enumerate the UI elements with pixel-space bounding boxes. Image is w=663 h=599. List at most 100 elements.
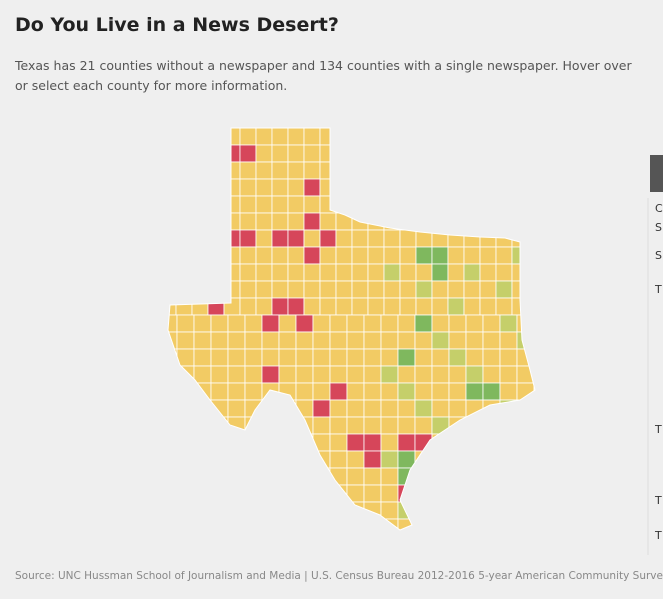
county[interactable] (287, 280, 305, 299)
county[interactable] (415, 212, 433, 231)
county[interactable] (319, 195, 337, 214)
county[interactable] (351, 144, 369, 163)
county[interactable] (261, 484, 280, 503)
county[interactable] (191, 128, 209, 146)
county[interactable] (210, 314, 229, 333)
county[interactable] (431, 263, 449, 282)
county[interactable] (335, 246, 353, 265)
county[interactable] (511, 128, 529, 146)
county[interactable] (448, 314, 467, 333)
county[interactable] (329, 518, 348, 536)
county[interactable] (479, 178, 497, 197)
county[interactable] (399, 263, 417, 282)
county[interactable] (210, 399, 229, 418)
county[interactable] (255, 246, 273, 265)
county[interactable] (363, 348, 382, 367)
county[interactable] (367, 280, 385, 299)
county[interactable] (397, 365, 416, 384)
county[interactable] (465, 365, 484, 384)
county[interactable] (482, 433, 501, 452)
county[interactable] (210, 382, 229, 401)
county[interactable] (261, 467, 280, 486)
county[interactable] (287, 246, 305, 265)
county[interactable] (255, 280, 273, 299)
county[interactable] (319, 178, 337, 197)
county[interactable] (295, 450, 314, 469)
county[interactable] (447, 128, 465, 146)
county[interactable] (176, 484, 195, 503)
county[interactable] (414, 348, 433, 367)
county[interactable] (346, 365, 365, 384)
county[interactable] (351, 280, 369, 299)
county[interactable] (160, 399, 178, 418)
county[interactable] (176, 416, 195, 435)
county[interactable] (463, 212, 481, 231)
county[interactable] (160, 128, 177, 146)
county[interactable] (193, 416, 212, 435)
county[interactable] (511, 195, 529, 214)
county[interactable] (465, 484, 484, 503)
county[interactable] (431, 484, 450, 503)
county[interactable] (160, 348, 178, 367)
county[interactable] (351, 195, 369, 214)
county[interactable] (329, 484, 348, 503)
county[interactable] (239, 195, 257, 214)
county[interactable] (244, 484, 263, 503)
county[interactable] (533, 348, 551, 367)
county[interactable] (175, 229, 193, 248)
county[interactable] (335, 280, 353, 299)
county[interactable] (380, 484, 399, 503)
county[interactable] (479, 229, 497, 248)
county[interactable] (255, 195, 273, 214)
county[interactable] (463, 229, 481, 248)
county[interactable] (312, 467, 331, 486)
county[interactable] (193, 433, 212, 452)
county[interactable] (533, 382, 551, 401)
county[interactable] (176, 331, 195, 350)
county[interactable] (351, 297, 369, 316)
county[interactable] (431, 280, 449, 299)
county[interactable] (261, 399, 280, 418)
county[interactable] (287, 263, 305, 282)
county[interactable] (193, 399, 212, 418)
county[interactable] (223, 297, 241, 316)
county[interactable] (367, 195, 385, 214)
county[interactable] (312, 382, 331, 401)
county[interactable] (499, 484, 518, 503)
county[interactable] (431, 297, 449, 316)
county[interactable] (448, 518, 467, 536)
county[interactable] (191, 280, 209, 299)
county[interactable] (495, 144, 513, 163)
county[interactable] (482, 399, 501, 418)
county[interactable] (160, 280, 177, 299)
county[interactable] (499, 467, 518, 486)
county[interactable] (278, 467, 297, 486)
county[interactable] (210, 501, 229, 520)
county[interactable] (431, 382, 450, 401)
county[interactable] (271, 128, 289, 146)
county[interactable] (399, 280, 417, 299)
county[interactable] (351, 128, 369, 146)
county[interactable] (367, 178, 385, 197)
county[interactable] (223, 263, 241, 282)
county[interactable] (495, 161, 513, 180)
county[interactable] (271, 297, 289, 316)
county[interactable] (210, 450, 229, 469)
county[interactable] (495, 128, 513, 146)
county[interactable] (479, 263, 497, 282)
county[interactable] (399, 212, 417, 231)
county[interactable] (533, 467, 551, 486)
county[interactable] (397, 348, 416, 367)
county[interactable] (533, 416, 551, 435)
county[interactable] (533, 518, 551, 536)
county[interactable] (287, 178, 305, 197)
county[interactable] (399, 297, 417, 316)
county[interactable] (482, 365, 501, 384)
county[interactable] (160, 518, 178, 536)
county[interactable] (160, 195, 177, 214)
county[interactable] (346, 382, 365, 401)
county[interactable] (210, 331, 229, 350)
county[interactable] (207, 280, 225, 299)
county[interactable] (499, 365, 518, 384)
county[interactable] (255, 128, 273, 146)
